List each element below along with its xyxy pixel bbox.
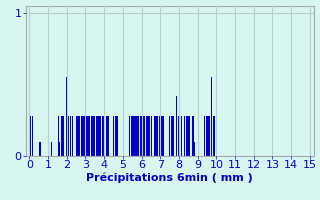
- Bar: [207, 116, 208, 156]
- Bar: [192, 116, 193, 156]
- Bar: [97, 116, 98, 156]
- Bar: [113, 116, 114, 156]
- Bar: [151, 116, 152, 156]
- Bar: [143, 116, 144, 156]
- Bar: [81, 116, 82, 156]
- Bar: [40, 142, 42, 156]
- Bar: [189, 116, 190, 156]
- Bar: [92, 116, 93, 156]
- Bar: [82, 116, 83, 156]
- Bar: [117, 116, 118, 156]
- Bar: [147, 116, 148, 156]
- Bar: [77, 116, 78, 156]
- Bar: [99, 116, 100, 156]
- Bar: [142, 116, 143, 156]
- Bar: [211, 77, 212, 156]
- Bar: [170, 116, 171, 156]
- Bar: [61, 116, 62, 156]
- Bar: [186, 116, 187, 156]
- Bar: [85, 116, 86, 156]
- Bar: [66, 77, 67, 156]
- Bar: [39, 142, 40, 156]
- Bar: [162, 116, 163, 156]
- Bar: [155, 116, 156, 156]
- Bar: [70, 116, 71, 156]
- Bar: [106, 116, 107, 156]
- Bar: [87, 116, 88, 156]
- Bar: [173, 116, 174, 156]
- Bar: [146, 116, 147, 156]
- Bar: [104, 116, 105, 156]
- Bar: [134, 116, 135, 156]
- Bar: [171, 116, 172, 156]
- Bar: [48, 77, 50, 156]
- Bar: [107, 116, 108, 156]
- Bar: [188, 116, 189, 156]
- Bar: [141, 116, 142, 156]
- Bar: [84, 116, 85, 156]
- Bar: [93, 116, 94, 156]
- Bar: [163, 116, 164, 156]
- Bar: [159, 116, 160, 156]
- Bar: [96, 116, 97, 156]
- Bar: [32, 116, 33, 156]
- Bar: [91, 116, 92, 156]
- Bar: [184, 116, 186, 156]
- Bar: [129, 116, 131, 156]
- Bar: [62, 116, 63, 156]
- Bar: [94, 116, 95, 156]
- Bar: [79, 116, 80, 156]
- Bar: [133, 116, 134, 156]
- X-axis label: Précipitations 6min ( mm ): Précipitations 6min ( mm ): [86, 173, 253, 183]
- Bar: [89, 116, 90, 156]
- Bar: [178, 116, 179, 156]
- Bar: [83, 116, 84, 156]
- Bar: [208, 116, 209, 156]
- Bar: [187, 116, 188, 156]
- Bar: [138, 116, 139, 156]
- Bar: [132, 116, 133, 156]
- Bar: [161, 116, 162, 156]
- Bar: [59, 142, 60, 156]
- Bar: [88, 116, 89, 156]
- Bar: [193, 116, 194, 156]
- Bar: [148, 116, 149, 156]
- Bar: [181, 116, 182, 156]
- Bar: [30, 116, 31, 156]
- Bar: [72, 116, 73, 156]
- Bar: [209, 116, 210, 156]
- Bar: [115, 116, 116, 156]
- Bar: [156, 116, 157, 156]
- Bar: [58, 116, 59, 156]
- Bar: [194, 142, 196, 156]
- Bar: [149, 116, 150, 156]
- Bar: [157, 116, 158, 156]
- Bar: [137, 116, 138, 156]
- Bar: [102, 116, 103, 156]
- Bar: [213, 116, 214, 156]
- Bar: [78, 116, 79, 156]
- Bar: [131, 116, 132, 156]
- Bar: [68, 116, 69, 156]
- Bar: [144, 116, 145, 156]
- Bar: [176, 96, 177, 156]
- Bar: [136, 116, 137, 156]
- Bar: [172, 116, 173, 156]
- Bar: [103, 116, 104, 156]
- Bar: [116, 116, 117, 156]
- Bar: [98, 116, 99, 156]
- Bar: [100, 116, 101, 156]
- Bar: [108, 116, 109, 156]
- Bar: [205, 116, 207, 156]
- Bar: [214, 116, 215, 156]
- Bar: [51, 142, 52, 156]
- Bar: [204, 116, 205, 156]
